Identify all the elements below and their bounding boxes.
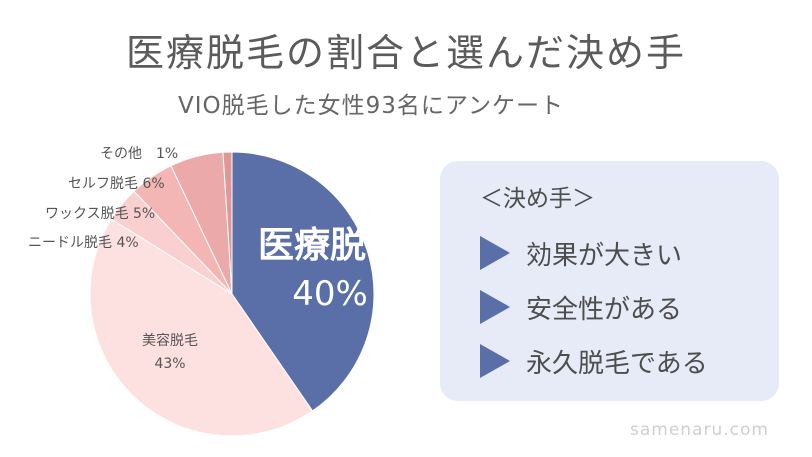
label-beauty-pct: 43%: [154, 356, 185, 372]
label-other: その他 1%: [100, 146, 178, 162]
site-credit: samenaru.com: [630, 420, 769, 440]
reason-text: 安全性がある: [526, 294, 683, 325]
pie-slice-1: [89, 218, 314, 437]
label-beauty-name: 美容脱毛: [142, 332, 198, 349]
page-title: 医療脱毛の割合と選んだ決め手: [125, 31, 686, 75]
reason-item: 効果が大きい: [480, 233, 682, 273]
label-medical-pct: 40%: [292, 274, 368, 314]
panel-title: ＜決め手＞: [480, 186, 595, 212]
reason-text: 永久脱毛である: [526, 348, 708, 379]
triangle-bullet-icon: [480, 236, 510, 270]
reason-text: 効果が大きい: [526, 240, 683, 271]
pie-slice-0: [231, 151, 375, 412]
pie-slice-5: [222, 151, 233, 295]
label-wax: ワックス脱毛 5%: [45, 206, 155, 222]
label-self: セルフ脱毛 6%: [68, 176, 165, 192]
label-medical-name: 医療脱毛: [258, 225, 402, 266]
triangle-bullet-icon: [480, 290, 510, 324]
reason-item: 永久脱毛である: [480, 341, 708, 381]
page-subtitle: VIO脱毛した女性93名にアンケート: [178, 93, 564, 119]
label-needle: ニードル脱毛 4%: [28, 235, 139, 251]
triangle-bullet-icon: [480, 344, 510, 378]
reasons-panel: ＜決め手＞ 効果が大きい 安全性がある 永久脱毛である: [440, 161, 779, 401]
reason-item: 安全性がある: [480, 287, 682, 327]
